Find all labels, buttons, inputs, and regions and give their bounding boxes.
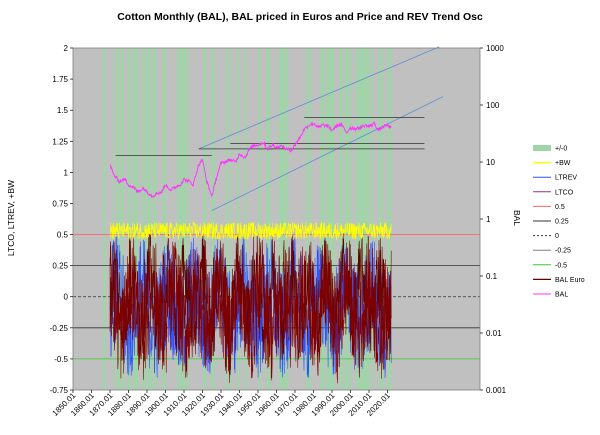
- y-axis-label: LTCO, LTREV, +BW: [6, 180, 16, 256]
- legend-label: BAL Euro: [555, 277, 585, 284]
- legend-label: 0.25: [555, 219, 569, 226]
- band-stripe: [343, 48, 345, 390]
- band-stripe: [102, 48, 104, 390]
- band-stripe: [145, 48, 147, 390]
- y2-tick-label: 1: [486, 215, 491, 224]
- band-stripe: [339, 48, 343, 390]
- band-stripe: [258, 48, 261, 390]
- band-stripe: [230, 48, 232, 390]
- band-stripe: [133, 48, 136, 390]
- y-tick-label: -0.75: [50, 386, 69, 395]
- band-stripe: [244, 48, 247, 390]
- band-stripe: [378, 48, 381, 390]
- y2-tick-label: 0.001: [486, 386, 507, 395]
- legend-label: -0.5: [555, 262, 567, 269]
- band-stripe: [211, 48, 215, 390]
- band-stripe: [188, 48, 190, 390]
- band-stripe: [116, 48, 120, 390]
- y2-tick-label: 0.01: [486, 329, 502, 338]
- band-stripe: [226, 48, 229, 390]
- legend-label: LTREV: [555, 175, 577, 182]
- band-stripe: [308, 48, 312, 390]
- band-stripe: [285, 48, 289, 390]
- y-tick-label: 1.25: [52, 137, 68, 146]
- series-bal: [109, 121, 392, 199]
- band-stripe: [346, 48, 349, 390]
- band-stripe: [365, 48, 370, 390]
- y-tick-label: -0.5: [54, 355, 68, 364]
- band-stripe: [104, 48, 106, 390]
- band-stripe: [362, 48, 366, 390]
- y-tick-label: 1.5: [57, 106, 69, 115]
- y-tick-label: -0.25: [50, 324, 69, 333]
- band-stripe: [355, 48, 358, 390]
- legend-label: +/-0: [555, 146, 567, 153]
- legend-label: LTCO: [555, 189, 574, 196]
- band-stripe: [153, 48, 157, 390]
- band-stripe: [280, 48, 284, 390]
- chart-title: Cotton Monthly (BAL), BAL priced in Euro…: [117, 11, 483, 23]
- band-stripe: [305, 48, 308, 390]
- band-stripe: [266, 48, 270, 390]
- y2-tick-label: 1000: [486, 44, 504, 53]
- band-stripe: [184, 48, 187, 390]
- legend-label: BAL: [555, 292, 568, 299]
- band-stripe: [177, 48, 179, 390]
- legend-label: -0.25: [555, 248, 571, 255]
- y-tick-label: 0: [64, 293, 69, 302]
- band-stripe: [381, 48, 384, 390]
- band-stripe: [277, 48, 279, 390]
- band-stripe: [112, 48, 114, 390]
- y-tick-label: 2: [64, 44, 69, 53]
- legend-label: 0: [555, 233, 559, 240]
- legend-label: 0.5: [555, 204, 565, 211]
- band-stripe: [142, 48, 145, 390]
- band-stripe: [162, 48, 166, 390]
- series-ltco: [109, 235, 392, 384]
- band-stripe: [127, 48, 130, 390]
- y-tick-label: 0.75: [52, 199, 68, 208]
- legend-swatch: [533, 145, 551, 151]
- band-stripe: [283, 48, 285, 390]
- plot-area: [73, 46, 480, 390]
- y-tick-label: 1.75: [52, 75, 68, 84]
- channel-line-upper: [198, 46, 440, 150]
- band-stripe: [148, 48, 152, 390]
- y-tick-label: 1: [64, 168, 69, 177]
- band-stripe: [269, 48, 271, 390]
- series--bw: [109, 221, 392, 240]
- y2-tick-label: 100: [486, 101, 500, 110]
- band-stripe: [203, 48, 206, 390]
- y2-tick-label: 0.1: [486, 272, 498, 281]
- channel-line-lower: [211, 96, 444, 212]
- band-stripe: [179, 48, 184, 390]
- band-stripe: [135, 48, 138, 390]
- band-stripe: [330, 48, 335, 390]
- legend: +/-0 +BW LTREV LTCO 0.5 0.25 0 -0.25 -0.5 BAL Eur…: [533, 145, 585, 299]
- band-stripe: [357, 48, 362, 390]
- legend-label: +BW: [555, 160, 571, 167]
- band-stripe: [371, 48, 373, 390]
- y2-tick-label: 10: [486, 158, 495, 167]
- band-stripe: [326, 48, 330, 390]
- y2-axis-label: BAL: [512, 210, 522, 226]
- band-stripe: [350, 48, 353, 390]
- y-tick-label: 0.5: [57, 231, 69, 240]
- band-stripe: [237, 48, 240, 390]
- band-stripe: [387, 48, 392, 390]
- band-stripe: [320, 48, 324, 390]
- band-stripe: [121, 48, 124, 390]
- y-tick-label: 0.25: [52, 262, 68, 271]
